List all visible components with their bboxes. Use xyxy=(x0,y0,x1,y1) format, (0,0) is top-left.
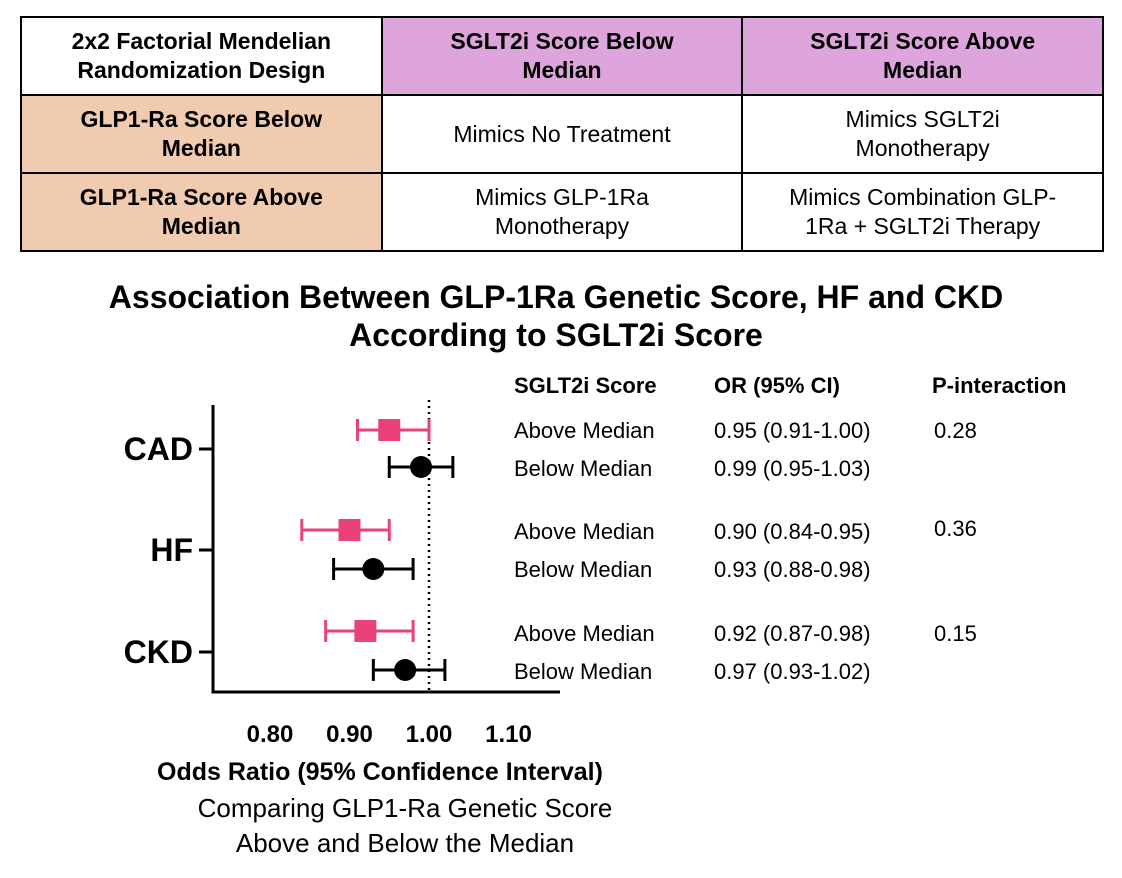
x-tick-label: 1.10 xyxy=(485,721,532,748)
y-tick-label-cad: CAD xyxy=(124,431,193,467)
col-header-sglt2i-above: SGLT2i Score Above Median xyxy=(741,16,1104,96)
row2-line-1: GLP1-Ra Score Above xyxy=(79,184,323,210)
row-or: 0.90 (0.84-0.95) xyxy=(714,519,871,544)
row-group: Above Median xyxy=(514,519,655,544)
point-circle xyxy=(362,558,385,580)
row-p: 0.15 xyxy=(934,621,977,646)
c21-line-2: Monotherapy xyxy=(494,213,630,239)
title-line-1: Association Between GLP-1Ra Genetic Scor… xyxy=(108,279,1004,315)
row-group: Above Median xyxy=(514,621,655,646)
chart-title: Association Between GLP-1Ra Genetic Scor… xyxy=(0,278,1112,354)
x-axis-subtitle-line-1: Comparing GLP1-Ra Genetic Score xyxy=(197,793,613,823)
row-or: 0.95 (0.91-1.00) xyxy=(714,418,871,443)
row-p: 0.36 xyxy=(934,516,977,541)
row-group: Below Median xyxy=(514,557,653,582)
y-tick-label-ckd: CKD xyxy=(124,634,193,670)
row-or: 0.93 (0.88-0.98) xyxy=(714,557,871,582)
row-group: Below Median xyxy=(514,456,653,481)
factorial-design-table: 2x2 Factorial Mendelian Randomization De… xyxy=(20,16,1104,252)
c22-line-1: Mimics Combination GLP- xyxy=(789,184,1057,210)
forest-plot: CAD HF CKD 0.80 0.90 1.00 1.10 xyxy=(124,400,560,748)
x-axis-title: Odds Ratio (95% Confidence Interval) xyxy=(157,758,603,786)
row1-line-1: GLP1-Ra Score Below xyxy=(80,106,323,132)
row-group: Below Median xyxy=(514,659,653,684)
cell-glp1-monotherapy: Mimics GLP-1Ra Monotherapy xyxy=(380,172,744,252)
row-group: Above Median xyxy=(514,418,655,443)
corner-line-2: Randomization Design xyxy=(77,57,326,83)
point-circle xyxy=(394,659,417,681)
x-axis-subtitle-line-2: Above and Below the Median xyxy=(235,828,575,858)
c21-line-1: Mimics GLP-1Ra xyxy=(475,184,649,210)
row-header-glp1-above: GLP1-Ra Score Above Median xyxy=(20,172,383,252)
col-header-p-interaction: P-interaction xyxy=(932,373,1067,398)
row-or: 0.92 (0.87-0.98) xyxy=(714,621,871,646)
c12-line-2: Monotherapy xyxy=(855,135,990,161)
c22-line-2: 1Ra + SGLT2i Therapy xyxy=(805,213,1041,239)
c12-line-1: Mimics SGLT2i xyxy=(845,106,1000,132)
cell-combination-therapy: Mimics Combination GLP- 1Ra + SGLT2i The… xyxy=(741,172,1104,252)
corner-line-1: 2x2 Factorial Mendelian xyxy=(71,28,332,54)
point-square xyxy=(354,620,377,642)
col-header-sglt2i-below: SGLT2i Score Below Median xyxy=(380,16,744,96)
point-circle xyxy=(410,456,433,478)
col-header-sglt2i-score: SGLT2i Score xyxy=(514,373,657,398)
x-tick-label: 0.90 xyxy=(326,721,373,748)
row-header-glp1-below: GLP1-Ra Score Below Median xyxy=(20,94,383,174)
cell-sglt2i-monotherapy: Mimics SGLT2i Monotherapy xyxy=(741,94,1104,174)
point-square xyxy=(378,419,401,441)
point-square xyxy=(338,519,361,541)
row2-line-2: Median xyxy=(161,213,241,239)
col2-line-1: SGLT2i Score Above xyxy=(810,28,1036,54)
row-or: 0.99 (0.95-1.03) xyxy=(714,456,871,481)
y-tick-label-hf: HF xyxy=(150,532,193,568)
title-line-2: According to SGLT2i Score xyxy=(349,317,763,353)
row-p: 0.28 xyxy=(934,418,977,443)
row1-line-2: Median xyxy=(161,135,241,161)
table-corner-cell: 2x2 Factorial Mendelian Randomization De… xyxy=(20,16,383,96)
c11-line-1: Mimics No Treatment xyxy=(453,120,671,147)
col-header-or: OR (95% CI) xyxy=(714,373,840,398)
x-tick-label: 1.00 xyxy=(406,721,453,748)
x-tick-label: 0.80 xyxy=(247,721,294,748)
cell-no-treatment: Mimics No Treatment xyxy=(380,94,744,174)
col1-line-2: Median xyxy=(522,57,602,83)
col2-line-2: Median xyxy=(883,57,963,83)
col1-line-1: SGLT2i Score Below xyxy=(450,28,674,54)
row-or: 0.97 (0.93-1.02) xyxy=(714,659,871,684)
